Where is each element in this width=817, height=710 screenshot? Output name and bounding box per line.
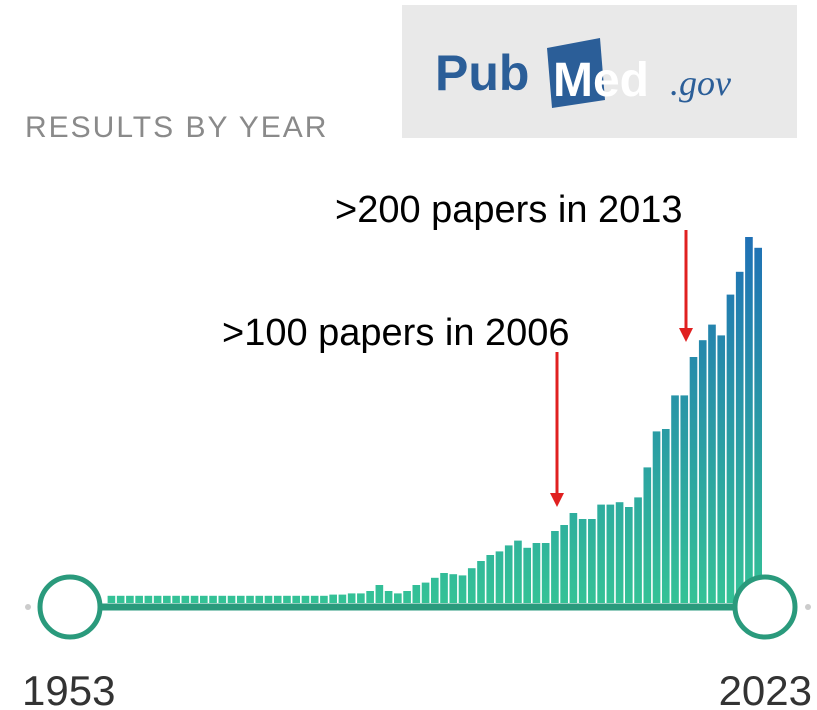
bar — [421, 582, 430, 603]
bar — [384, 591, 393, 603]
chart-title: RESULTS BY YEAR — [25, 111, 328, 144]
bar — [301, 595, 310, 603]
bar — [578, 519, 587, 603]
bar — [329, 594, 337, 603]
bar — [523, 547, 532, 603]
bar — [560, 525, 568, 603]
bar — [273, 595, 282, 603]
bar — [236, 595, 245, 603]
bar — [717, 335, 726, 603]
bar — [467, 568, 476, 603]
bar — [292, 595, 301, 603]
bar — [116, 595, 125, 603]
slider-end — [805, 604, 811, 610]
bar — [606, 504, 615, 603]
bar — [430, 577, 439, 603]
range-start-label: 1953 — [22, 667, 115, 710]
annotation: >100 papers in 2006 — [222, 312, 570, 354]
logo-pub: Pub — [435, 45, 529, 101]
logo-gov: .gov — [670, 63, 731, 103]
bar — [255, 595, 264, 603]
slider-handle[interactable] — [37, 574, 103, 640]
bar — [569, 513, 578, 603]
bar — [126, 595, 134, 603]
bar — [615, 502, 624, 603]
bar — [135, 595, 143, 603]
bar — [652, 431, 661, 603]
bar — [172, 595, 180, 603]
bar — [588, 519, 596, 603]
bar — [310, 595, 319, 603]
bar — [394, 593, 402, 603]
bar — [541, 543, 550, 603]
bar — [338, 594, 347, 603]
bar — [190, 595, 199, 603]
bar — [698, 340, 707, 603]
bar — [218, 595, 227, 603]
bar — [440, 573, 448, 603]
bar — [144, 595, 153, 603]
slider-end — [25, 604, 31, 610]
bar — [458, 575, 467, 603]
bar — [735, 271, 744, 603]
bar — [486, 555, 495, 603]
bar — [227, 595, 236, 603]
bar — [745, 237, 753, 603]
bar — [671, 395, 679, 603]
bar — [551, 531, 559, 603]
bar — [532, 543, 541, 603]
bar — [504, 545, 513, 603]
bar — [283, 595, 291, 603]
range-end-label: 2023 — [719, 667, 812, 710]
bar — [449, 574, 458, 603]
bar — [477, 561, 485, 603]
bar — [163, 595, 171, 603]
bar — [625, 507, 633, 603]
bar — [375, 585, 384, 603]
logo-med: Med — [553, 54, 649, 107]
bars — [107, 237, 762, 604]
bar — [199, 595, 208, 603]
bar — [246, 595, 254, 603]
logo-book — [547, 38, 605, 108]
bar — [661, 429, 670, 603]
slider-handle[interactable] — [732, 574, 798, 640]
bar — [726, 294, 735, 603]
bar — [107, 595, 116, 603]
bar — [708, 324, 716, 603]
annotation: >200 papers in 2013 — [335, 189, 683, 231]
bar — [597, 504, 605, 603]
bar — [320, 595, 328, 603]
bar — [689, 357, 698, 603]
bar — [264, 595, 273, 603]
bar — [643, 467, 652, 603]
annotation-arrowhead — [550, 493, 564, 507]
bar — [366, 591, 374, 603]
bar — [634, 497, 642, 603]
bar — [514, 540, 522, 603]
bar — [153, 595, 162, 603]
bar — [181, 595, 190, 603]
bar — [403, 591, 411, 603]
bar — [209, 595, 217, 603]
bar — [347, 593, 356, 603]
bar — [754, 247, 762, 604]
bar — [495, 551, 504, 603]
bar — [680, 395, 689, 603]
annotation-arrowhead — [679, 328, 693, 342]
bar — [412, 585, 421, 603]
bar — [357, 593, 365, 603]
